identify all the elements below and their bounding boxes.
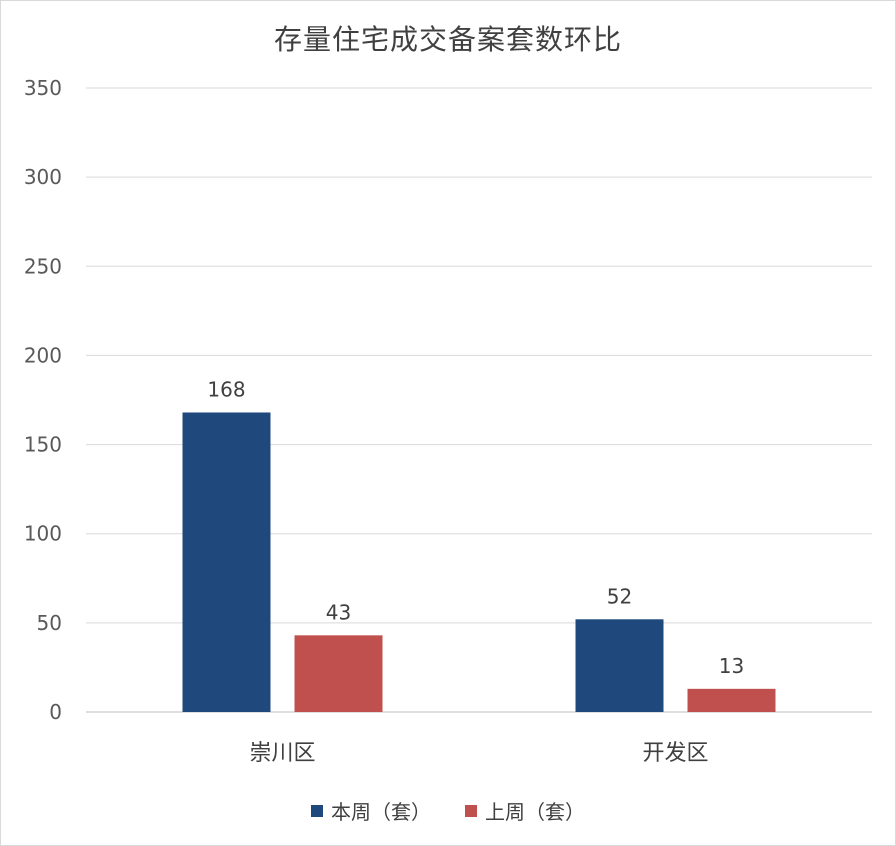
data-label: 43 (326, 600, 351, 624)
y-tick-label: 200 (24, 343, 62, 367)
bar (294, 635, 383, 712)
data-label: 52 (607, 584, 632, 608)
x-category-label: 崇川区 (249, 741, 315, 766)
y-tick-label: 0 (49, 700, 62, 724)
legend-item-this-week: 本周（套） (311, 796, 431, 825)
y-tick-label: 350 (24, 76, 62, 100)
legend-label-last-week: 上周（套） (485, 800, 585, 824)
x-category-label: 开发区 (642, 741, 708, 766)
y-tick-label: 100 (24, 522, 62, 546)
legend-label-this-week: 本周（套） (331, 800, 431, 824)
bar (687, 688, 776, 712)
y-tick-label: 250 (24, 254, 62, 278)
y-tick-label: 50 (37, 611, 62, 635)
legend-swatch-this-week (311, 804, 323, 817)
chart-title: 存量住宅成交备案套数环比 (273, 23, 622, 56)
legend-item-last-week: 上周（套） (465, 796, 585, 825)
y-tick-label: 300 (24, 165, 62, 189)
bar (182, 412, 271, 712)
bar (575, 619, 664, 712)
legend: 本周（套） 上周（套） (0, 796, 896, 825)
data-label: 168 (207, 377, 245, 401)
data-label: 13 (719, 654, 744, 678)
legend-swatch-last-week (465, 804, 477, 817)
y-tick-label: 150 (24, 433, 62, 457)
